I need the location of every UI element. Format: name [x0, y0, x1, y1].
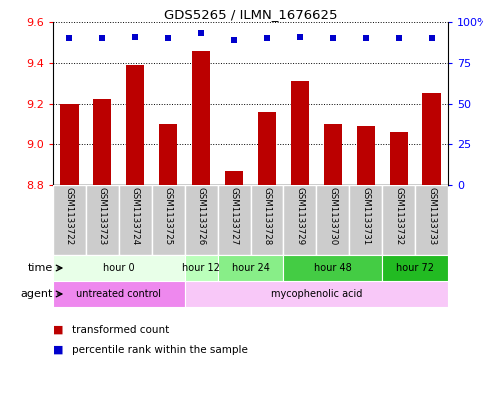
Bar — [86, 185, 119, 255]
Text: GSM1133725: GSM1133725 — [164, 187, 173, 245]
Text: GSM1133732: GSM1133732 — [394, 187, 403, 245]
Point — [66, 35, 73, 41]
Text: time: time — [28, 263, 53, 273]
Text: GSM1133726: GSM1133726 — [197, 187, 206, 245]
Title: GDS5265 / ILMN_1676625: GDS5265 / ILMN_1676625 — [164, 8, 337, 21]
Bar — [349, 185, 382, 255]
Text: ■: ■ — [53, 345, 63, 355]
Text: GSM1133722: GSM1133722 — [65, 187, 74, 245]
Bar — [126, 65, 144, 185]
Bar — [119, 185, 152, 255]
Bar — [284, 185, 316, 255]
Bar — [53, 281, 185, 307]
Bar — [217, 185, 251, 255]
Text: hour 72: hour 72 — [396, 263, 434, 273]
Bar — [185, 185, 217, 255]
Bar — [291, 81, 309, 185]
Text: GSM1133728: GSM1133728 — [262, 187, 271, 245]
Bar — [258, 112, 276, 185]
Bar — [284, 255, 382, 281]
Point — [427, 35, 435, 41]
Bar — [324, 124, 342, 185]
Text: GSM1133727: GSM1133727 — [229, 187, 239, 245]
Bar — [356, 126, 375, 185]
Point — [99, 35, 106, 41]
Bar — [251, 185, 284, 255]
Text: hour 0: hour 0 — [103, 263, 135, 273]
Point — [197, 30, 205, 37]
Text: percentile rank within the sample: percentile rank within the sample — [72, 345, 248, 355]
Text: GSM1133724: GSM1133724 — [131, 187, 140, 245]
Point — [329, 35, 337, 41]
Bar — [185, 281, 448, 307]
Point — [230, 37, 238, 43]
Text: GSM1133731: GSM1133731 — [361, 187, 370, 245]
Text: transformed count: transformed count — [72, 325, 170, 335]
Point — [263, 35, 271, 41]
Bar — [382, 255, 448, 281]
Bar — [60, 103, 79, 185]
Text: mycophenolic acid: mycophenolic acid — [270, 289, 362, 299]
Bar — [53, 255, 185, 281]
Bar — [192, 51, 210, 185]
Text: agent: agent — [21, 289, 53, 299]
Bar — [382, 185, 415, 255]
Bar — [316, 185, 349, 255]
Bar — [93, 99, 112, 185]
Bar — [159, 124, 177, 185]
Bar — [390, 132, 408, 185]
Point — [362, 35, 369, 41]
Bar — [217, 255, 284, 281]
Text: untreated control: untreated control — [76, 289, 161, 299]
Bar — [53, 185, 86, 255]
Bar — [415, 185, 448, 255]
Text: ■: ■ — [53, 325, 63, 335]
Bar — [185, 255, 217, 281]
Point — [395, 35, 402, 41]
Point — [164, 35, 172, 41]
Text: GSM1133733: GSM1133733 — [427, 187, 436, 245]
Text: hour 48: hour 48 — [314, 263, 352, 273]
Bar — [423, 93, 440, 185]
Text: hour 12: hour 12 — [182, 263, 220, 273]
Point — [131, 33, 139, 40]
Text: GSM1133723: GSM1133723 — [98, 187, 107, 245]
Bar — [225, 171, 243, 185]
Point — [296, 33, 304, 40]
Text: GSM1133729: GSM1133729 — [296, 187, 304, 245]
Text: hour 24: hour 24 — [231, 263, 270, 273]
Text: GSM1133730: GSM1133730 — [328, 187, 337, 245]
Bar — [152, 185, 185, 255]
